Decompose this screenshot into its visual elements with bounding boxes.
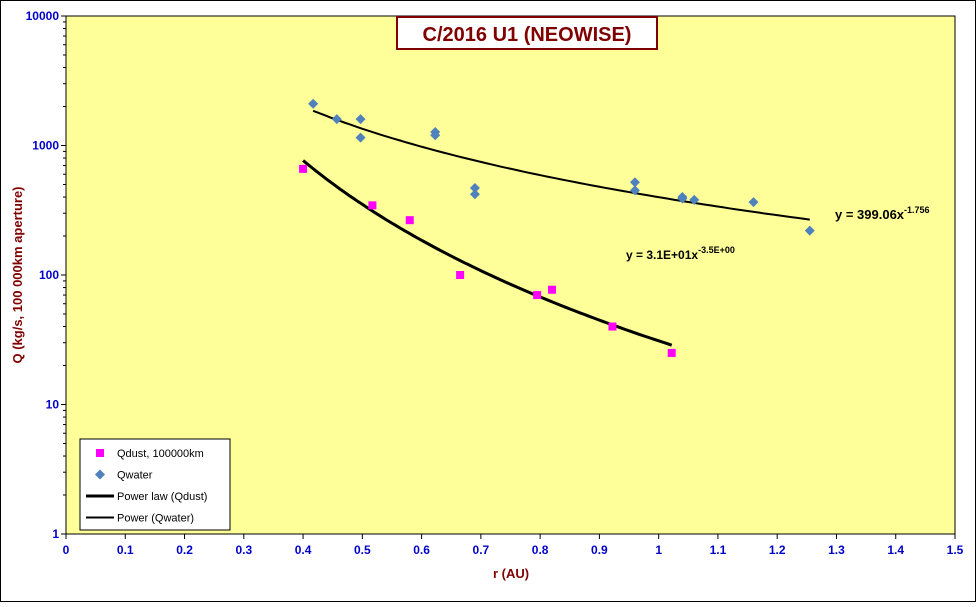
legend-qwater-marker	[95, 469, 105, 480]
equation-base: y = 3.1E+01x	[626, 248, 698, 262]
x-tick-label: 1.5	[947, 543, 964, 557]
y-axis: 1 10 100 1000 10000	[26, 9, 66, 541]
legend: Qdust, 100000km Qwater Power law (Qdust) Po…	[79, 438, 231, 531]
equation-exponent: -1.756	[904, 205, 930, 215]
legend-power-qwater-label: Power (Qwater)	[117, 513, 194, 525]
qwater-point	[677, 193, 688, 204]
x-tick-label: 0.9	[591, 543, 608, 557]
y-tick-label: 10	[46, 398, 60, 412]
qdust-point	[368, 201, 377, 210]
x-tick-label: 1	[655, 543, 662, 557]
data-points	[299, 98, 815, 357]
qdust-point	[547, 285, 556, 294]
legend-qdust-label: Qdust, 100000km	[117, 448, 204, 460]
qwater-point	[355, 132, 366, 143]
qdust-fit-equation: y = 3.1E+01x-3.5E+00	[626, 245, 735, 262]
y-axis-label: Q (kg/s, 100 000km aperture)	[10, 186, 25, 363]
equation-exponent: -3.5E+00	[698, 245, 735, 255]
qwater-point	[469, 182, 480, 193]
x-tick-label: 0.8	[532, 543, 549, 557]
qdust-point	[405, 216, 414, 225]
x-axis: 0 0.1 0.2 0.3 0.4 0.5 0.6 0.7 0.8 0.9 1 1.1 1.2 1.3 1.…	[63, 534, 964, 557]
x-tick-label: 1.2	[769, 543, 786, 557]
fit-line-qwater	[312, 109, 810, 221]
qwater-point	[469, 189, 480, 200]
qdust-point	[608, 322, 617, 331]
legend-box	[79, 438, 231, 531]
qwater-point	[629, 185, 640, 196]
x-tick-label: 1.4	[887, 543, 904, 557]
x-tick-label: 0	[63, 543, 70, 557]
x-tick-label: 1.3	[828, 543, 845, 557]
qdust-point	[667, 348, 676, 357]
x-tick-label: 0.4	[295, 543, 312, 557]
x-tick-label: 0.6	[413, 543, 430, 557]
equation-base: y = 399.06x	[835, 207, 905, 222]
x-tick-label: 0.5	[354, 543, 371, 557]
qwater-point	[355, 114, 366, 125]
qwater-point	[804, 225, 815, 236]
qwater-point	[629, 177, 640, 188]
x-tick-label: 0.7	[473, 543, 490, 557]
legend-qdust-marker	[96, 449, 104, 457]
fit-equations: y = 3.1E+01x-3.5E+00 y = 399.06x-1.756	[626, 205, 930, 262]
x-tick-label: 0.3	[235, 543, 252, 557]
qdust-point	[299, 164, 308, 173]
title-frame	[396, 16, 658, 50]
qdust-point	[456, 271, 465, 279]
qdust-point	[533, 291, 542, 300]
qwater-point	[748, 197, 759, 208]
x-tick-label: 0.1	[117, 543, 134, 557]
y-tick-label: 1	[52, 527, 59, 541]
y-tick-label: 1000	[32, 139, 59, 153]
qwater-point	[308, 98, 319, 109]
y-tick-label: 100	[39, 268, 59, 282]
chart-title: C/2016 U1 (NEOWISE)	[423, 24, 632, 46]
legend-power-law-qdust-label: Power law (Qdust)	[117, 491, 207, 503]
qwater-point	[689, 194, 700, 205]
qwater-point	[331, 114, 342, 125]
x-axis-label: r (AU)	[493, 566, 529, 581]
x-tick-label: 1.1	[710, 543, 727, 557]
qwater-point	[430, 130, 441, 141]
x-tick-label: 0.2	[176, 543, 193, 557]
title-box: C/2016 U1 (NEOWISE)	[396, 16, 658, 50]
legend-qwater-label: Qwater	[117, 470, 153, 482]
qwater-fit-equation: y = 399.06x-1.756	[835, 205, 930, 222]
y-tick-label: 10000	[26, 9, 60, 23]
